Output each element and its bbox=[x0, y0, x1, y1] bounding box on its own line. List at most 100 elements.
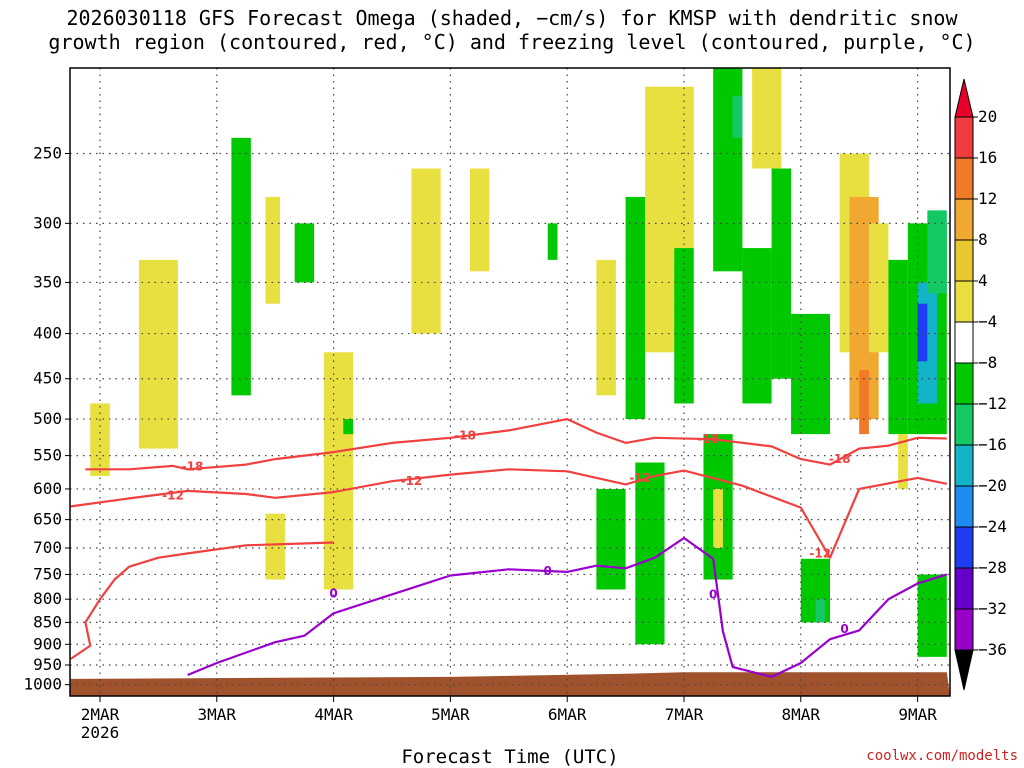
omega-patch bbox=[898, 434, 908, 489]
title-line-1: 2026030118 GFS Forecast Omega (shaded, −… bbox=[66, 6, 958, 30]
contour-label: -12 bbox=[809, 546, 831, 560]
omega-patch bbox=[231, 137, 251, 396]
x-tick-label: 3MAR bbox=[198, 705, 237, 724]
omega-patch bbox=[596, 488, 626, 590]
colorbar-cell bbox=[954, 362, 974, 405]
y-tick-label: 350 bbox=[33, 272, 62, 291]
colorbar: 20 16 12 8 4 −4 −8 −12 −16 −20 −24 −28 −32 −36 bbox=[954, 78, 1007, 691]
colorbar-label: −24 bbox=[978, 517, 1007, 536]
colorbar-cell bbox=[954, 608, 974, 651]
colorbar-cell bbox=[954, 567, 974, 610]
contour--12b bbox=[70, 541, 334, 660]
credit-link[interactable]: coolwx.com/modelts bbox=[866, 748, 1018, 764]
contour-label: -18 bbox=[829, 452, 851, 466]
x-tick-label: 4MAR bbox=[314, 705, 353, 724]
omega-patch bbox=[791, 313, 830, 435]
x-axis-label: Forecast Time (UTC) bbox=[401, 746, 619, 768]
colorbar-label: 4 bbox=[978, 271, 988, 290]
contour-label: -12 bbox=[629, 471, 651, 485]
colorbar-cell bbox=[954, 157, 974, 200]
y-tick-label: 400 bbox=[33, 324, 62, 343]
x-tick-label: 7MAR bbox=[665, 705, 704, 724]
contour-label: -12 bbox=[162, 488, 184, 502]
contour-labels: -18 -18 -18 -18 -12 -12 -12 -12 0 0 0 0 bbox=[162, 429, 851, 637]
colorbar-label: −12 bbox=[978, 394, 1007, 413]
colorbar-cell bbox=[954, 239, 974, 282]
contour--18 bbox=[85, 418, 947, 471]
omega-patch bbox=[752, 68, 782, 169]
colorbar-label: −36 bbox=[978, 640, 1007, 659]
colorbar-cell bbox=[954, 485, 974, 528]
omega-patch bbox=[469, 168, 490, 272]
contour-label: 0 bbox=[544, 564, 552, 578]
colorbar-label: 12 bbox=[978, 189, 997, 208]
x-tick-label: 6MAR bbox=[548, 705, 587, 724]
omega-patch bbox=[917, 574, 947, 657]
omega-patch bbox=[674, 248, 694, 404]
colorbar-cell bbox=[954, 403, 974, 446]
colorbar-label: −8 bbox=[978, 353, 997, 372]
omega-patch bbox=[888, 259, 908, 435]
omega-patch bbox=[265, 513, 285, 580]
omega-patch bbox=[323, 352, 354, 590]
colorbar-cap-bottom bbox=[954, 649, 974, 691]
contour-label: 0 bbox=[329, 586, 337, 600]
contour-label: -12 bbox=[401, 474, 423, 488]
title-line-2: growth region (contoured, red, °C) and f… bbox=[48, 30, 976, 54]
contour-label: 0 bbox=[709, 587, 717, 601]
omega-patch bbox=[771, 168, 792, 379]
chart-title: 2026030118 GFS Forecast Omega (shaded, −… bbox=[0, 6, 1024, 54]
y-tick-label: 500 bbox=[33, 409, 62, 428]
omega-patch bbox=[547, 223, 558, 260]
colorbar-cell bbox=[954, 321, 974, 364]
y-tick-label: 800 bbox=[33, 589, 62, 608]
contour-label: -18 bbox=[454, 429, 476, 443]
omega-patch bbox=[625, 196, 646, 420]
colorbar-label: 8 bbox=[978, 230, 988, 249]
colorbar-cell bbox=[954, 198, 974, 241]
omega-patch bbox=[742, 248, 772, 404]
x-tick-label: 5MAR bbox=[431, 705, 470, 724]
contour-label: -18 bbox=[697, 432, 719, 446]
y-tick-label: 250 bbox=[33, 143, 62, 162]
colorbar-label: 20 bbox=[978, 107, 997, 126]
colorbar-cell bbox=[954, 444, 974, 487]
y-tick-label: 700 bbox=[33, 538, 62, 557]
terrain bbox=[70, 672, 950, 696]
omega-patch bbox=[815, 599, 826, 623]
y-tick-label: 550 bbox=[33, 446, 62, 465]
colorbar-cell bbox=[954, 116, 974, 159]
contour-label: -18 bbox=[182, 460, 204, 474]
terrain-fill bbox=[70, 672, 950, 696]
y-tick-label: 850 bbox=[33, 612, 62, 631]
y-tick-label: 1000 bbox=[23, 675, 62, 694]
x-axis: 2MAR 3MAR 4MAR 5MAR 6MAR 7MAR 8MAR 9MAR 2026 bbox=[81, 696, 937, 742]
y-tick-label: 450 bbox=[33, 369, 62, 388]
y-tick-label: 750 bbox=[33, 564, 62, 583]
omega-patch bbox=[343, 419, 354, 435]
colorbar-cap-top bbox=[954, 78, 974, 118]
y-tick-label: 300 bbox=[33, 213, 62, 232]
omega-patch bbox=[265, 196, 281, 304]
omega-patch bbox=[138, 259, 178, 449]
y-tick-label: 950 bbox=[33, 655, 62, 674]
contour--12 bbox=[70, 468, 948, 559]
x-tick-year: 2026 bbox=[81, 723, 120, 742]
omega-patch bbox=[927, 210, 947, 294]
colorbar-cell bbox=[954, 526, 974, 569]
omega-patch bbox=[868, 223, 889, 353]
omega-patch bbox=[411, 168, 441, 334]
x-tick-label: 2MAR bbox=[81, 705, 120, 724]
contour-0 bbox=[187, 536, 948, 678]
omega-patch bbox=[294, 223, 315, 283]
plot-frame bbox=[69, 67, 951, 697]
colorbar-label: −4 bbox=[978, 312, 997, 331]
y-tick-label: 600 bbox=[33, 479, 62, 498]
omega-patch bbox=[859, 370, 869, 435]
y-tick-label: 900 bbox=[33, 634, 62, 653]
x-tick-label: 8MAR bbox=[782, 705, 821, 724]
omega-patch bbox=[713, 488, 723, 549]
colorbar-label: −32 bbox=[978, 599, 1007, 618]
x-tick-label: 9MAR bbox=[898, 705, 937, 724]
